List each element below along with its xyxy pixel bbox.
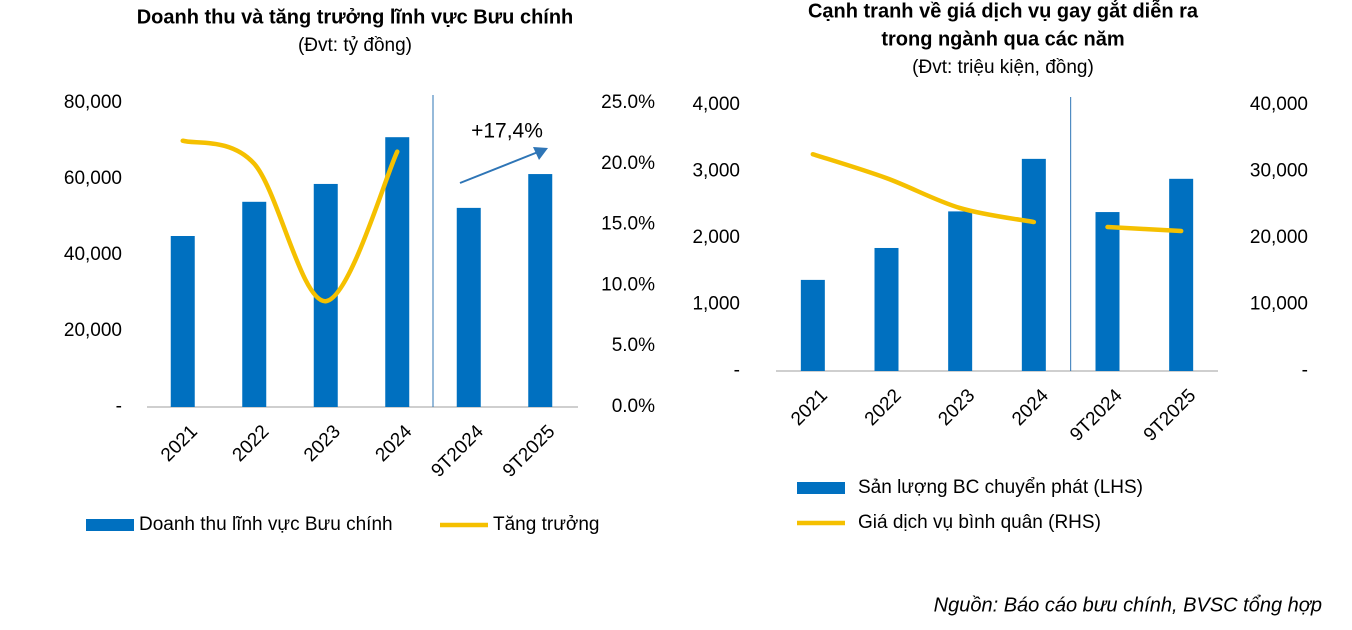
- bar: [170, 236, 195, 407]
- legend-label: Giá dịch vụ bình quân (RHS): [858, 512, 1101, 533]
- source: Nguồn: Báo cáo bưu chính, BVSC tổng hợp: [934, 594, 1322, 616]
- y-tick-label: 40,000: [64, 244, 122, 265]
- y2-tick-label: 10,000: [1250, 294, 1308, 315]
- y2-tick-label: 10.0%: [601, 274, 655, 295]
- legend-label: Doanh thu lĩnh vực Bưu chính: [139, 514, 393, 535]
- bar: [874, 247, 899, 371]
- line: [1105, 224, 1184, 234]
- y-tick-label: 1,000: [692, 294, 740, 315]
- chart-title: Doanh thu và tăng trưởng lĩnh vực Bưu ch…: [137, 6, 574, 28]
- bar: [242, 201, 267, 407]
- y-tick-label: -: [734, 360, 740, 381]
- y2-tick-label: 30,000: [1250, 161, 1308, 182]
- y-tick-label: 2,000: [692, 227, 740, 248]
- y-tick-label: 4,000: [692, 94, 740, 115]
- y-tick-label: 80,000: [64, 92, 122, 113]
- legend-label: Sản lượng BC chuyển phát (LHS): [858, 477, 1143, 498]
- line: [810, 151, 1037, 225]
- y2-tick-label: 25.0%: [601, 92, 655, 113]
- legend-key: [797, 482, 845, 494]
- y2-tick-label: 15.0%: [601, 214, 655, 235]
- bar: [800, 279, 825, 371]
- chart-title: Cạnh tranh về giá dịch vụ gay gắt diễn r…: [808, 0, 1199, 22]
- y2-tick-label: 20.0%: [601, 153, 655, 174]
- arrow-head: [533, 147, 548, 160]
- bar: [948, 211, 973, 371]
- y-tick-label: -: [116, 396, 122, 417]
- y-tick-label: 3,000: [692, 161, 740, 182]
- line: [180, 138, 400, 304]
- bar: [1095, 212, 1120, 371]
- chart-subtitle: (Đvt: triệu kiện, đồng): [912, 57, 1094, 78]
- bar: [1169, 178, 1194, 371]
- annotation-arrow: [459, 151, 539, 184]
- bar: [528, 174, 553, 407]
- y2-tick-label: 5.0%: [612, 335, 655, 356]
- legend-key: [86, 519, 134, 531]
- y2-tick-label: 20,000: [1250, 227, 1308, 248]
- annotation: +17,4%: [471, 120, 543, 143]
- bar: [385, 137, 410, 407]
- y2-tick-label: 40,000: [1250, 94, 1308, 115]
- legend-label: Tăng trưởng: [493, 514, 600, 535]
- y-tick-label: 60,000: [64, 168, 122, 189]
- y-tick-label: 20,000: [64, 320, 122, 341]
- y2-tick-label: 0.0%: [612, 396, 655, 417]
- y2-tick-label: -: [1302, 360, 1308, 381]
- bar: [1021, 158, 1046, 371]
- chart-subtitle: (Đvt: tỷ đồng): [298, 35, 412, 56]
- bar: [456, 207, 481, 407]
- chart-title: trong ngành qua các năm: [881, 28, 1124, 50]
